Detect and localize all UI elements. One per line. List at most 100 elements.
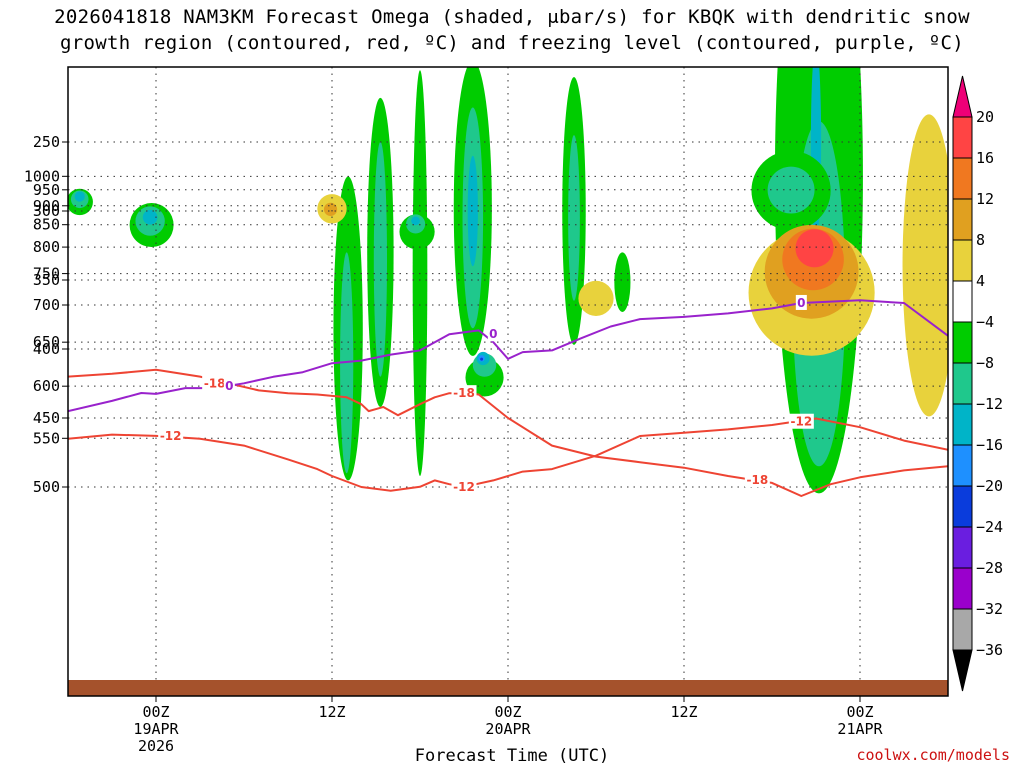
omega-region-lift-11 [614, 252, 631, 312]
omega-region-lift-10 [751, 150, 831, 231]
omega-shade-lift-7--20 [480, 357, 484, 361]
colorbar-bin [952, 444, 973, 487]
colorbar-label: −28 [976, 559, 1003, 577]
contour-label: -18 [746, 473, 768, 487]
omega-region-lift-4 [412, 70, 428, 476]
x-tick-label: 20APR [485, 720, 531, 738]
omega-shade-sink-3-8 [323, 202, 338, 216]
omega-shade-lift-3b--8 [373, 141, 387, 377]
omega-region-lift-8 [399, 214, 435, 250]
y-tick-label: 600 [33, 377, 60, 395]
omega-shade-sink-1-16 [795, 229, 834, 268]
y-tick-label: 250 [33, 133, 60, 151]
x-tick-label: 00Z [494, 703, 521, 721]
x-tick-label: 12Z [670, 703, 697, 721]
contour-label: -12 [160, 429, 182, 443]
omega-shade-lift-4--4 [412, 70, 428, 476]
colorbar-label: −36 [976, 641, 1003, 659]
omega-shade-lift-6--8 [568, 135, 580, 301]
colorbar-label: −12 [976, 395, 1003, 413]
colorbar-bin [952, 198, 973, 241]
y-tick-label: 350 [33, 271, 60, 289]
credit-text: coolwx.com/models [856, 746, 1010, 764]
colorbar-bin [952, 116, 973, 159]
colorbar-bin [952, 157, 973, 200]
contour-label-bg [795, 294, 807, 310]
colorbar-bin [952, 239, 973, 282]
colorbar-bin [952, 567, 973, 610]
y-tick-label: 500 [33, 478, 60, 496]
x-tick-label: 21APR [837, 720, 883, 738]
contour-label: -18 [204, 377, 226, 391]
omega-region-lift-2 [129, 203, 174, 248]
chart-title-line-2: growth region (contoured, red, ºC) and f… [60, 32, 964, 54]
contour-label: -12 [453, 480, 475, 494]
chart-title-line-1: 2026041818 NAM3KM Forecast Omega (shaded… [54, 6, 970, 28]
contour-label: 0 [489, 327, 497, 341]
y-tick-label: 300 [33, 202, 60, 220]
omega-region-lift-6 [562, 77, 586, 345]
omega-shade-lift-11--4 [614, 252, 631, 312]
x-tick-label: 12Z [318, 703, 345, 721]
omega-shade-sink-4-4 [578, 280, 614, 316]
contour-label: -18 [453, 386, 475, 400]
omega-shade-lift-10--8 [767, 166, 815, 214]
colorbar-label: 16 [976, 149, 994, 167]
omega-shade-lift-2--12 [142, 209, 158, 225]
y-tick-label: 950 [33, 181, 60, 199]
y-tick-label: 800 [33, 238, 60, 256]
contour-label: 0 [225, 379, 233, 393]
y-tick-label: 450 [33, 409, 60, 427]
y-tick-label: 550 [33, 429, 60, 447]
colorbar-top-arrow [952, 75, 973, 118]
contour-label: 0 [797, 296, 805, 310]
colorbar-bin [952, 362, 973, 405]
contour-label-bg [744, 472, 770, 488]
colorbar-label: −32 [976, 600, 1003, 618]
contour-label-bg [223, 378, 235, 394]
contour-label: -12 [790, 415, 812, 429]
y-tick-label: 900 [33, 197, 60, 215]
colorbar-label: 12 [976, 190, 994, 208]
colorbar-bin [952, 321, 973, 364]
colorbar-label: −4 [976, 313, 994, 331]
omega-shade-lift-8--12 [411, 216, 420, 226]
x-tick-label: 00Z [142, 703, 169, 721]
omega-region-sink-4 [578, 280, 614, 316]
contour-line-0 [68, 368, 948, 497]
x-tick-label: 2026 [138, 737, 174, 755]
omega-region-sink-1 [748, 224, 875, 356]
contour-label-bg [451, 478, 477, 494]
contour-label-bg [451, 385, 477, 401]
omega-region-lift-5 [453, 67, 492, 356]
colorbar-label: −16 [976, 436, 1003, 454]
contour-label-bg [487, 326, 499, 342]
colorbar-label: 4 [976, 272, 985, 290]
omega-region-lift-3b [367, 97, 394, 407]
omega-region-lift-1 [68, 188, 93, 216]
y-tick-label: 650 [33, 333, 60, 351]
contour-label-bg [202, 375, 228, 391]
colorbar-label: −24 [976, 518, 1003, 536]
contour-label-bg [158, 427, 184, 443]
colorbar-label: 8 [976, 231, 985, 249]
y-tick-label: 400 [33, 340, 60, 358]
y-tick-label: 1000 [24, 167, 60, 185]
contour-label-bg [788, 413, 814, 429]
x-tick-label: 00Z [846, 703, 873, 721]
colorbar-bin [952, 608, 973, 651]
colorbar-label: −20 [976, 477, 1003, 495]
colorbar-bin [952, 526, 973, 569]
ground-below-surface [68, 680, 948, 696]
colorbar-bin [952, 485, 973, 528]
y-tick-label: 850 [33, 216, 60, 234]
y-tick-label: 750 [33, 265, 60, 283]
colorbar-bottom-arrow [952, 649, 973, 692]
colorbar-bin [952, 280, 973, 323]
colorbar-bin [952, 403, 973, 446]
omega-region-sink-3 [317, 194, 347, 224]
x-axis-label: Forecast Time (UTC) [414, 746, 610, 766]
x-tick-label: 19APR [133, 720, 179, 738]
colorbar-label: −8 [976, 354, 994, 372]
